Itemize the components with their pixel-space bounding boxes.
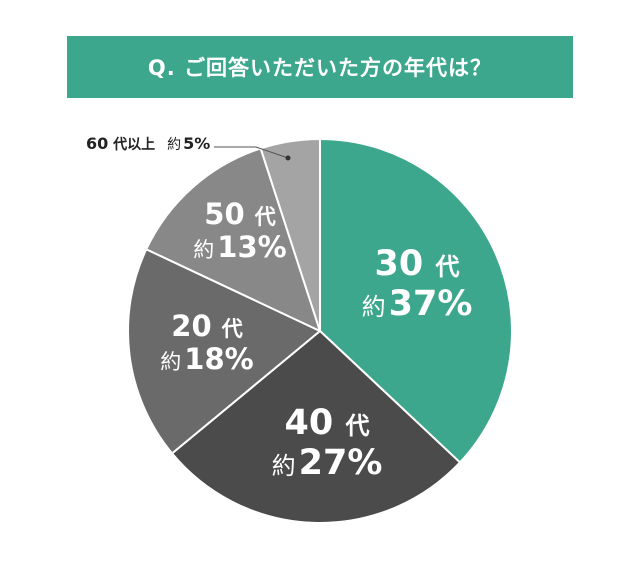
label-60plus-pct: 5% bbox=[183, 134, 211, 153]
slice-40s bbox=[171, 330, 461, 524]
label-50s-pct: 13% bbox=[217, 230, 287, 265]
label-60plus-prefix: 約 bbox=[167, 137, 182, 153]
callout-leader bbox=[214, 146, 291, 161]
question-title: Q. ご回答いただいた方の年代は？ bbox=[147, 56, 493, 80]
label-60plus-kanji: 代以上 bbox=[113, 137, 156, 153]
slice-20s bbox=[127, 248, 321, 455]
label-50s: 50 代 約 13% bbox=[188, 197, 292, 265]
label-30s-age: 30 bbox=[374, 244, 424, 284]
label-20s-prefix: 約 bbox=[160, 350, 182, 375]
slice-50s bbox=[145, 147, 321, 332]
label-50s-kanji: 代 bbox=[254, 205, 276, 229]
question-banner: Q. ご回答いただいた方の年代は？ bbox=[67, 36, 573, 98]
label-40s-pct: 27% bbox=[298, 443, 383, 484]
label-20s-kanji: 代 bbox=[221, 317, 243, 341]
slice-30s bbox=[319, 138, 513, 464]
label-30s-pct: 37% bbox=[388, 284, 473, 325]
label-40s-kanji: 代 bbox=[345, 412, 370, 440]
label-40s-age: 40 bbox=[284, 403, 334, 443]
label-20s: 20 代 約 18% bbox=[152, 309, 262, 377]
label-30s-prefix: 約 bbox=[361, 293, 386, 322]
label-60plus-age: 60 bbox=[86, 134, 109, 153]
label-30s-kanji: 代 bbox=[435, 253, 460, 281]
label-20s-pct: 18% bbox=[184, 342, 254, 377]
label-40s-prefix: 約 bbox=[271, 452, 296, 481]
label-50s-age: 50 bbox=[204, 197, 245, 231]
label-30s: 30 代 約37% bbox=[352, 244, 482, 325]
label-40s: 40 代 約27% bbox=[262, 403, 392, 484]
label-20s-age: 20 bbox=[171, 309, 212, 343]
label-50s-prefix: 約 bbox=[193, 238, 215, 263]
label-60plus-callout: 60 代以上約 5% bbox=[86, 134, 210, 154]
